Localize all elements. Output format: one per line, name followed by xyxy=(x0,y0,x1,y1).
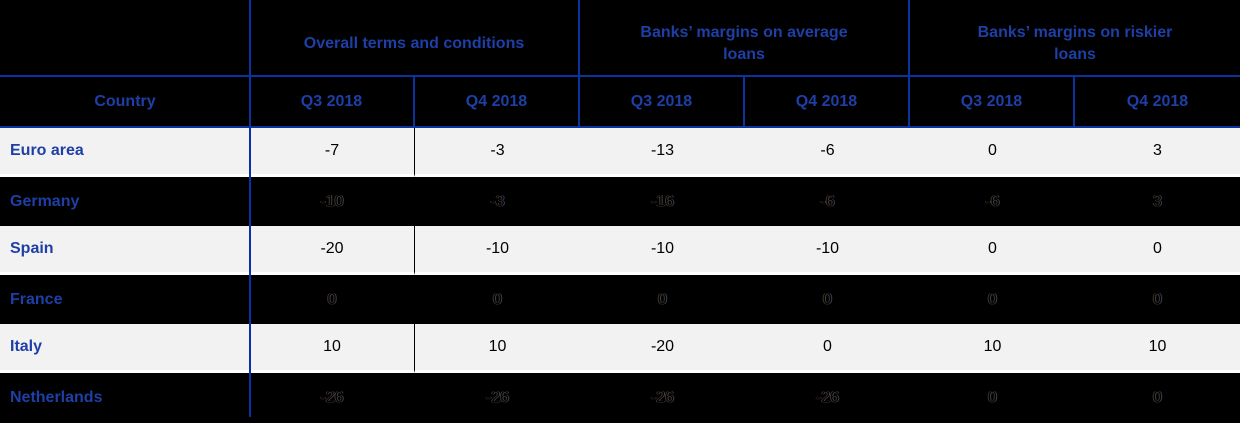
country-label: Netherlands xyxy=(0,373,250,422)
value-cell: 0 xyxy=(910,373,1075,422)
value-cell: 0 xyxy=(1075,226,1240,275)
corner-cell xyxy=(0,0,250,77)
group-header-label: Banks’ margins on average loans xyxy=(640,23,848,63)
column-header-q4-riskier: Q4 2018 xyxy=(1075,77,1240,128)
value-cell: 0 xyxy=(1075,275,1240,324)
value-cell: 0 xyxy=(745,324,910,373)
value-cell: 3 xyxy=(1075,177,1240,226)
group-header-riskier-loans: Banks’ margins on riskier loans xyxy=(910,0,1240,77)
country-label: Spain xyxy=(0,226,250,275)
value-cell: -3 xyxy=(415,128,580,177)
table-row-netherlands: Netherlands -26 -26 -26 -26 0 0 xyxy=(0,373,1240,422)
group-header-overall: Overall terms and conditions xyxy=(250,0,580,77)
country-column-header: Country xyxy=(0,77,250,128)
column-header-q3-riskier: Q3 2018 xyxy=(910,77,1075,128)
table-row-germany: Germany -10 -3 -16 -6 -6 3 xyxy=(0,177,1240,226)
value-cell: -3 xyxy=(415,177,580,226)
value-cell: -6 xyxy=(745,177,910,226)
column-header-q4-average: Q4 2018 xyxy=(745,77,910,128)
value-cell: -26 xyxy=(250,373,415,422)
table-row-spain: Spain -20 -10 -10 -10 0 0 xyxy=(0,226,1240,275)
value-cell: -26 xyxy=(415,373,580,422)
value-cell: 10 xyxy=(415,324,580,373)
column-header-q3-overall: Q3 2018 xyxy=(250,77,415,128)
value-cell: 10 xyxy=(1075,324,1240,373)
table-row-euro-area: Euro area -7 -3 -13 -6 0 3 xyxy=(0,128,1240,177)
value-cell: -20 xyxy=(580,324,745,373)
value-cell: 0 xyxy=(580,275,745,324)
value-cell: -10 xyxy=(415,226,580,275)
group-header-label: Banks’ margins on riskier loans xyxy=(977,23,1173,63)
value-cell: 0 xyxy=(1075,373,1240,422)
value-cell: 0 xyxy=(250,275,415,324)
column-header-row: Country Q3 2018 Q4 2018 Q3 2018 Q4 2018 … xyxy=(0,77,1240,128)
value-cell: -26 xyxy=(745,373,910,422)
value-cell: -26 xyxy=(580,373,745,422)
value-cell: -10 xyxy=(745,226,910,275)
value-cell: -6 xyxy=(910,177,1075,226)
value-cell: 0 xyxy=(910,226,1075,275)
country-label: Euro area xyxy=(0,128,250,177)
group-header-row: Overall terms and conditions Banks’ marg… xyxy=(0,0,1240,77)
value-cell: -13 xyxy=(580,128,745,177)
value-cell: 0 xyxy=(910,128,1075,177)
table-row-italy: Italy 10 10 -20 0 10 10 xyxy=(0,324,1240,373)
value-cell: 0 xyxy=(910,275,1075,324)
country-label: France xyxy=(0,275,250,324)
value-cell: 0 xyxy=(415,275,580,324)
country-label: Germany xyxy=(0,177,250,226)
value-cell: -16 xyxy=(580,177,745,226)
value-cell: -20 xyxy=(250,226,415,275)
value-cell: -10 xyxy=(580,226,745,275)
value-cell: -7 xyxy=(250,128,415,177)
group-header-average-loans: Banks’ margins on average loans xyxy=(580,0,910,77)
group-header-label: Overall terms and conditions xyxy=(303,34,525,52)
value-cell: -6 xyxy=(745,128,910,177)
column-header-q4-overall: Q4 2018 xyxy=(415,77,580,128)
value-cell: -10 xyxy=(250,177,415,226)
value-cell: 10 xyxy=(910,324,1075,373)
value-cell: 3 xyxy=(1075,128,1240,177)
table-row-france: France 0 0 0 0 0 0 xyxy=(0,275,1240,324)
country-label: Italy xyxy=(0,324,250,373)
column-header-q3-average: Q3 2018 xyxy=(580,77,745,128)
value-cell: 0 xyxy=(745,275,910,324)
value-cell: 10 xyxy=(250,324,415,373)
country-column-divider xyxy=(249,0,251,417)
